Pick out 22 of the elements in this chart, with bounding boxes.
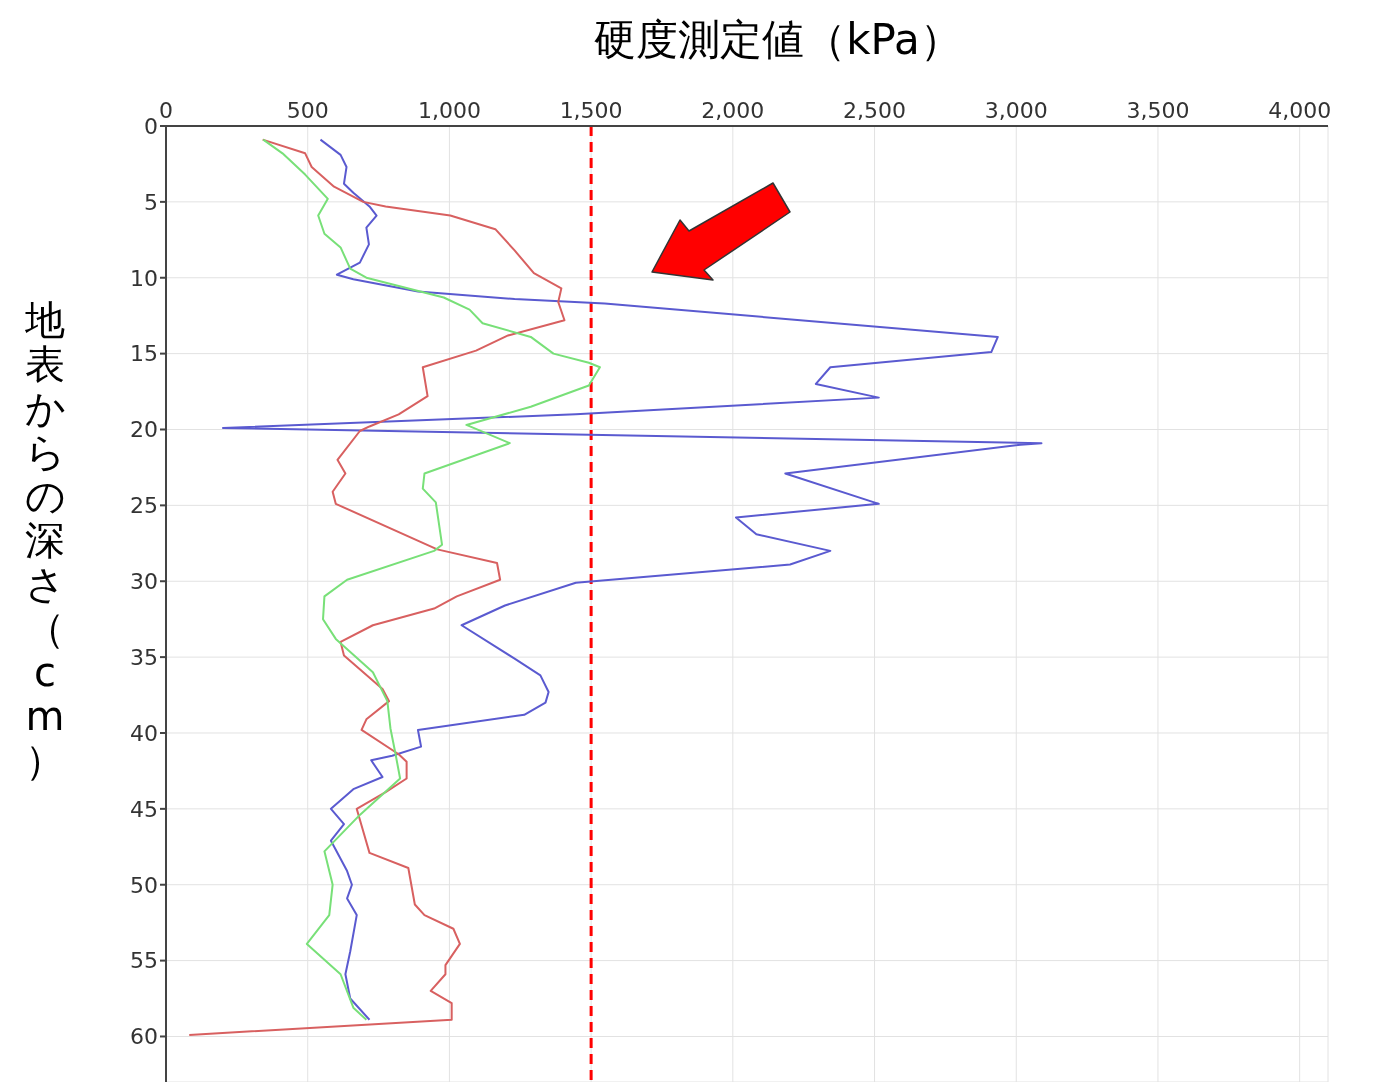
y-tick-label: 5 <box>144 189 158 215</box>
y-tick-label: 30 <box>130 569 158 595</box>
x-tick-label: 3,500 <box>1126 98 1190 123</box>
x-tick-label: 1,500 <box>559 98 623 123</box>
y-tick-label: 45 <box>130 796 158 822</box>
text: 地表からの深さ（cm） <box>24 297 66 783</box>
y-tick-label: 35 <box>130 644 158 670</box>
x-tick-label: 3,000 <box>984 98 1048 123</box>
y-tick-label: 40 <box>130 720 158 746</box>
y-tick-label: 20 <box>130 417 158 443</box>
y-tick-label: 25 <box>130 493 158 519</box>
x-axis-title: 硬度測定値（kPa） <box>593 14 963 66</box>
y-tick-label: 55 <box>130 948 158 974</box>
y-tick-label: 15 <box>130 341 158 367</box>
y-tick-label: 10 <box>130 265 158 291</box>
y-tick-label: 50 <box>130 872 158 898</box>
x-tick-label: 2,500 <box>843 98 907 123</box>
x-tick-label: 2,000 <box>701 98 765 123</box>
x-tick-label: 500 <box>286 98 329 123</box>
x-tick-label: 1,000 <box>417 98 481 123</box>
y-tick-label: 60 <box>130 1024 158 1050</box>
x-tick-label: 4,000 <box>1268 98 1332 123</box>
